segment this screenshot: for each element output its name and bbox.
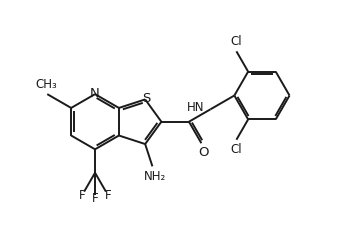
- Text: O: O: [198, 146, 209, 159]
- Text: NH₂: NH₂: [143, 170, 166, 183]
- Text: F: F: [92, 192, 98, 205]
- Text: Cl: Cl: [230, 35, 241, 48]
- Text: HN: HN: [187, 101, 205, 114]
- Text: S: S: [142, 92, 150, 105]
- Text: Cl: Cl: [230, 143, 241, 156]
- Text: F: F: [79, 189, 85, 202]
- Text: N: N: [90, 87, 100, 100]
- Text: F: F: [105, 189, 112, 202]
- Text: CH₃: CH₃: [35, 78, 57, 91]
